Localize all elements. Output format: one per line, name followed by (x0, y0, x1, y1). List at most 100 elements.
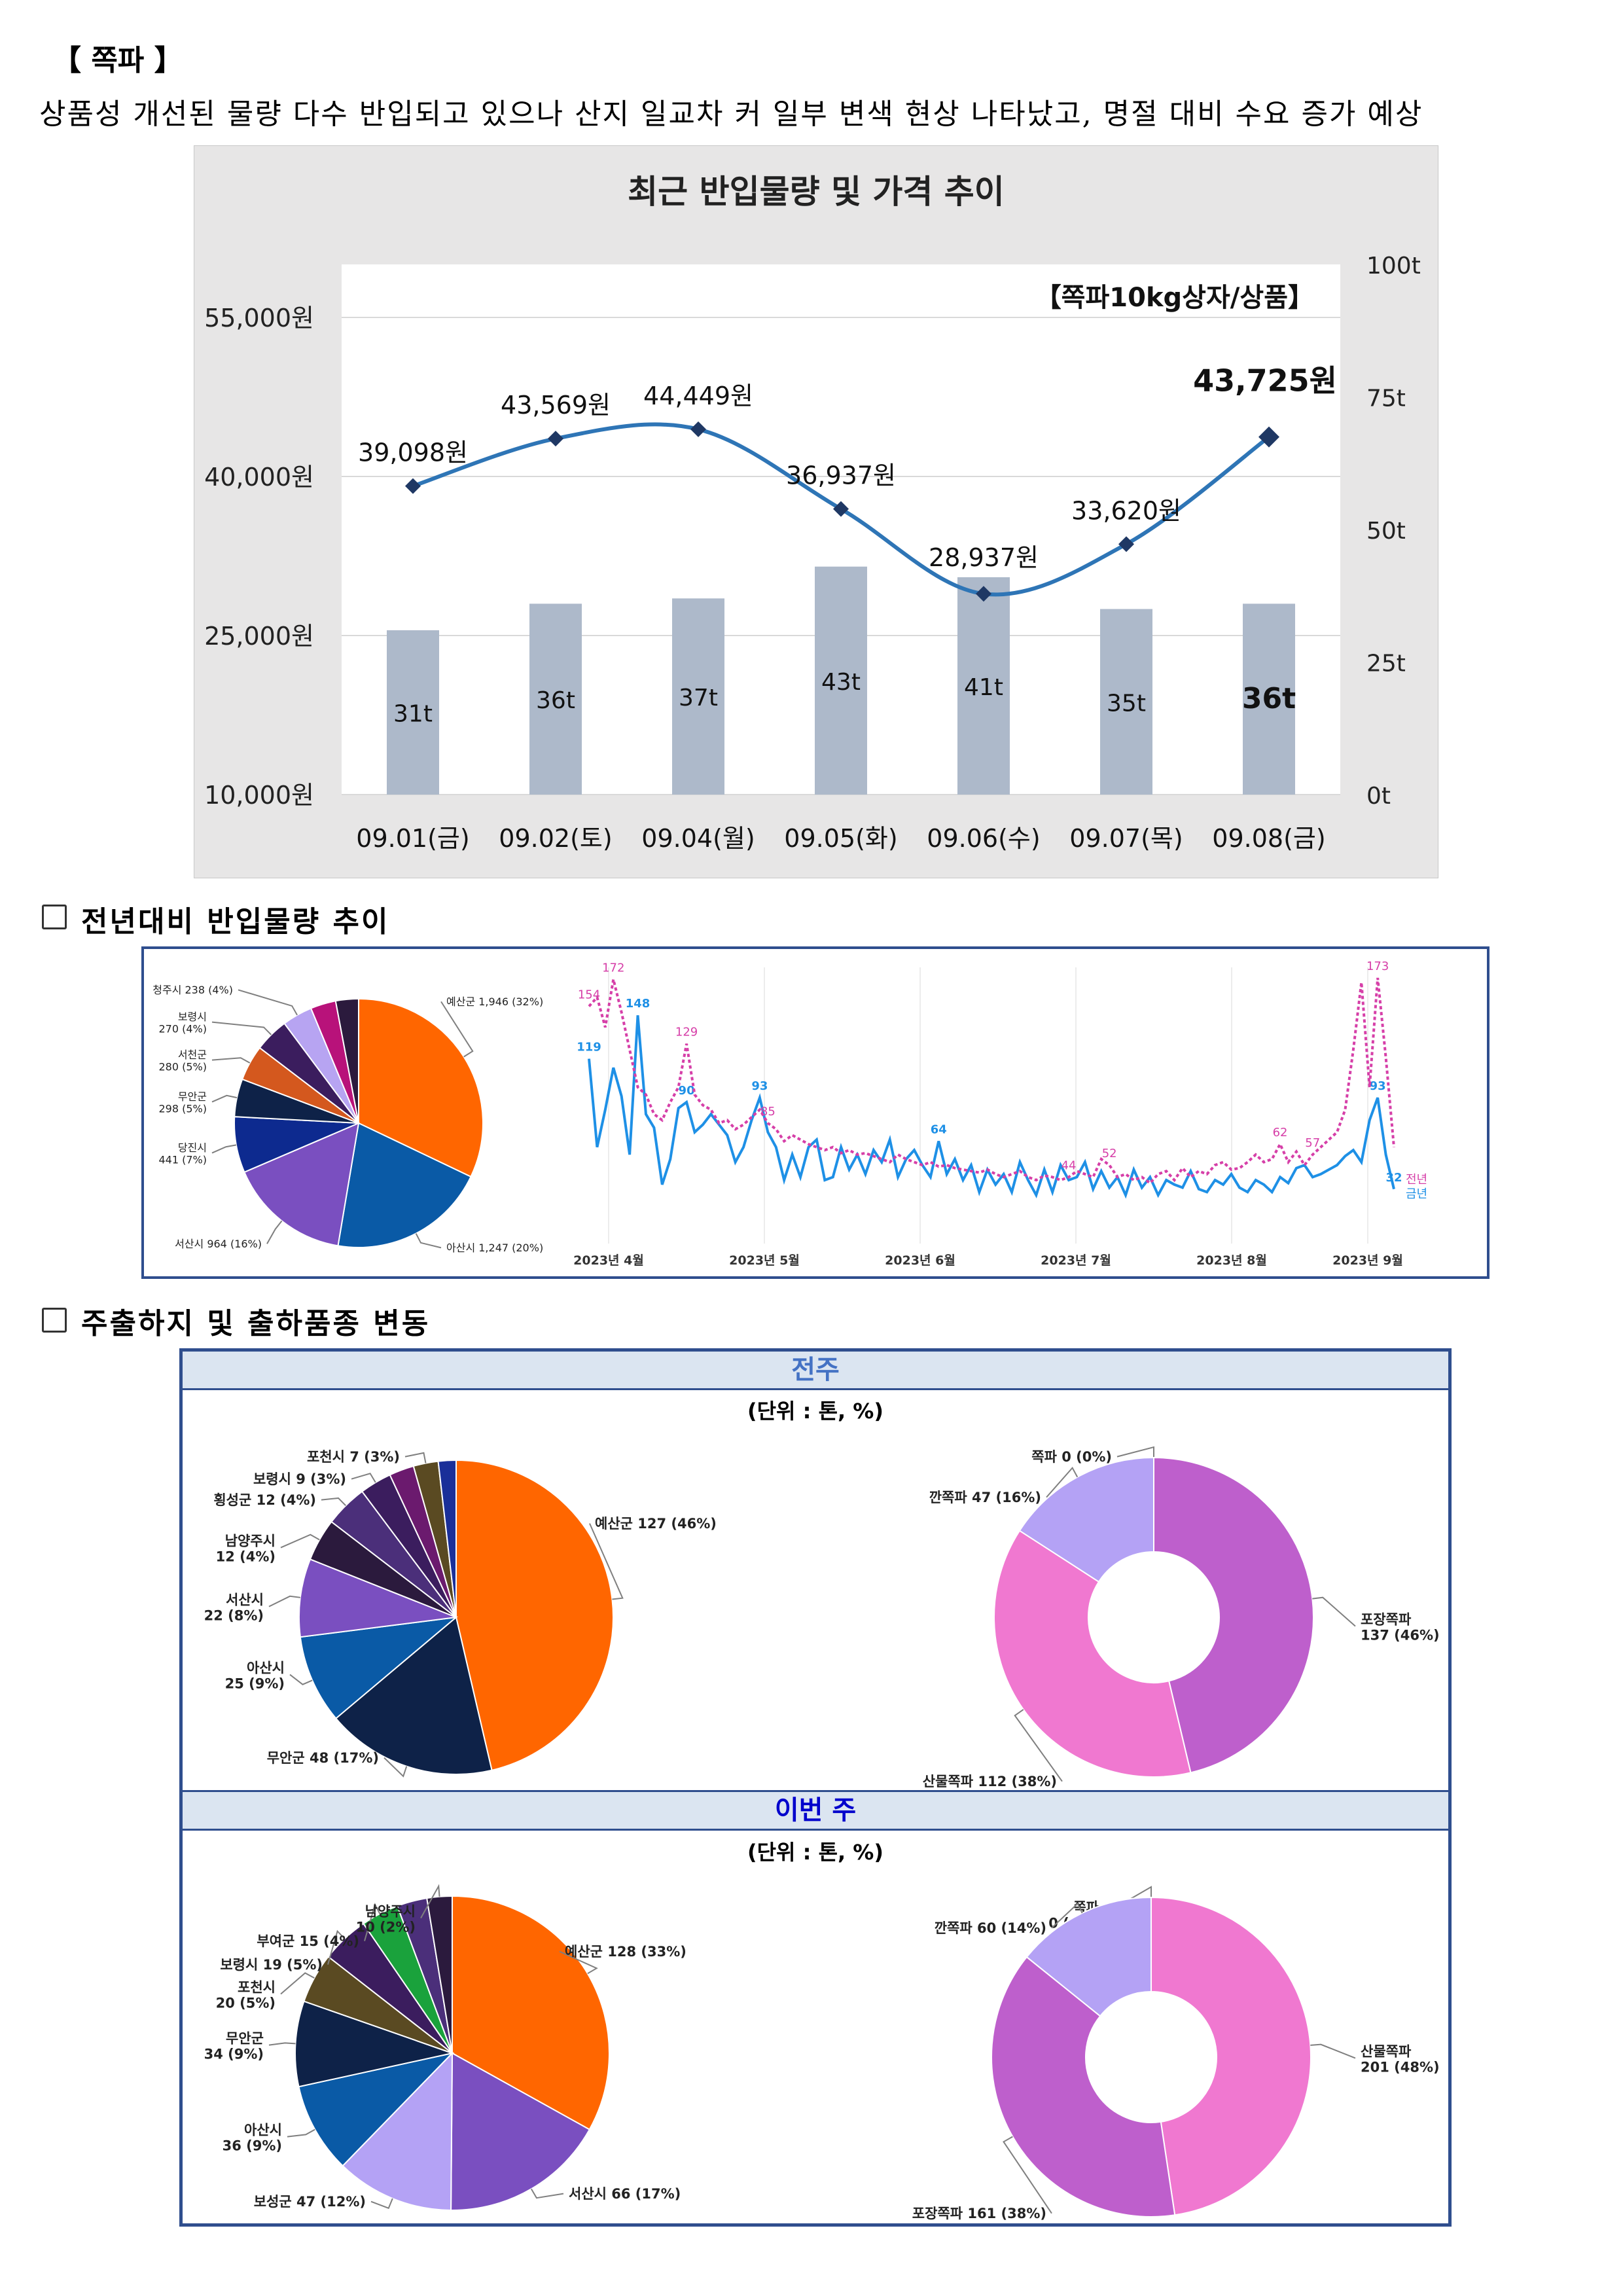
data-label: 52 (1102, 1147, 1117, 1160)
week-header-this: 이번 주 (183, 1790, 1448, 1831)
bar-value-label: 41t (964, 674, 1003, 701)
origin-share-pie: 예산군 1,946 (32%) 아산시 1,247 (20%) 서산시 964 (1… (152, 984, 543, 1254)
slice-label: 포장쪽파 161 (38%) (912, 2206, 1046, 2221)
pie-slice (1150, 1896, 1311, 2216)
x-tick-label: 2023년 7월 (1041, 1253, 1111, 1268)
pie-slice (455, 1459, 614, 1771)
y-right-tick-label: 0t (1366, 783, 1391, 810)
data-label: 129 (675, 1026, 698, 1039)
pie-slice (334, 997, 359, 1124)
price-label: 43,569원 (501, 391, 611, 420)
x-tick-label: 09.01(금) (356, 824, 469, 853)
leader-line (370, 2198, 393, 2210)
data-label: 172 (602, 961, 624, 975)
week-label-this: 이번 주 (774, 1795, 857, 1825)
leader-line (1051, 1902, 1083, 1929)
pie-slice (1018, 1456, 1154, 1583)
leader-line (351, 1473, 376, 1483)
slice-label: 서산시 22 (8%) (204, 1592, 264, 1623)
data-label: 148 (626, 997, 651, 1011)
slice-label: 깐쪽파 47 (16%) (929, 1490, 1041, 1505)
slice-label: 무안군 298 (5%) (159, 1090, 207, 1115)
pie-slice (243, 1122, 360, 1247)
pie-slice (437, 1459, 457, 1618)
pie-slice (334, 1616, 493, 1775)
slice-label: 보성군 47 (12%) (254, 2194, 366, 2210)
bar-value-label: 35t (1107, 690, 1146, 717)
yoy-volume-line-chart: 2023년 4월 2023년 5월 2023년 6월 2023년 7월 2023년 8월… (573, 960, 1427, 1268)
price-volume-chart: 최근 반입물량 및 가격 추이 10,000원 25,000원 40,000원 55,0… (193, 145, 1439, 879)
leader-line (1310, 2043, 1356, 2059)
bar (815, 566, 867, 795)
unit-label: (단위 : 톤, %) (747, 1399, 883, 1424)
leader-line (415, 1233, 442, 1249)
leader-line (1003, 2136, 1052, 2214)
chart-subtitle: 【쪽파10kg상자/상품】 (1035, 283, 1314, 313)
bar-value-label: 31t (393, 700, 433, 727)
pie-slice (1026, 1896, 1152, 2017)
y-right-tick-label: 75t (1366, 386, 1406, 412)
section-heading-yoy: 전년대비 반입물량 추이 (81, 905, 390, 939)
pie-slice (452, 1895, 610, 2130)
chart-title: 최근 반입물량 및 가격 추이 (628, 173, 1005, 211)
slice-label: 예산군 128 (33%) (565, 1944, 687, 1960)
unit-label: (단위 : 톤, %) (747, 1840, 883, 1865)
leader-line (404, 1452, 427, 1463)
bar (1100, 609, 1152, 795)
pie-slice (294, 2000, 455, 2088)
leader-line (289, 1674, 313, 1685)
price-label: 28,937원 (929, 543, 1039, 572)
slice-label: 아산시 25 (9%) (225, 1660, 285, 1691)
pie-slice (299, 1616, 459, 1719)
slice-label: 청주시 238 (4%) (152, 984, 233, 996)
leader-line (383, 1757, 408, 1778)
slice-label: 남양주시 10 (2%) (356, 1903, 416, 1935)
y-right-tick-label: 25t (1366, 651, 1406, 677)
bar (387, 630, 439, 795)
leader-line (440, 1001, 474, 1058)
price-marker (833, 501, 849, 517)
slice-label: 무안군 34 (9%) (204, 2030, 264, 2062)
data-label: 90 (679, 1084, 695, 1098)
leader-line (589, 1523, 624, 1600)
slice-label: 아산시 36 (9%) (223, 2122, 282, 2153)
data-label: 85 (760, 1105, 776, 1119)
prev-week-variety-donut: 쪽파 0 (0%) 포장쪽파 137 (46%) 산물쪽파 112 (38%) 깐쪽파 … (923, 1446, 1439, 1789)
slice-label: 서산시 66 (17%) (569, 2186, 681, 2202)
slice-label: 당진시 441 (7%) (159, 1141, 207, 1166)
y-right-tick-label: 100t (1366, 253, 1421, 279)
price-label: 44,449원 (643, 382, 753, 410)
x-tick-label: 09.02(토) (499, 824, 612, 853)
price-label: 39,098원 (358, 439, 468, 467)
bar (957, 577, 1010, 795)
y-left-tick-label: 55,000원 (204, 304, 314, 332)
price-label: 33,620원 (1071, 496, 1181, 525)
leader-line (1312, 1596, 1356, 1627)
leader-line (364, 1903, 381, 1941)
x-tick-label: 09.06(수) (927, 824, 1040, 853)
leader-line (280, 1534, 320, 1549)
slice-label: 보령시 9 (3%) (253, 1471, 346, 1487)
data-label: 44 (1061, 1158, 1077, 1172)
data-label: 57 (1305, 1136, 1320, 1150)
leader-line (211, 1144, 237, 1154)
slice-label: 아산시 1,247 (20%) (446, 1242, 543, 1254)
leader-line (238, 989, 298, 1016)
leader-line (268, 1595, 301, 1607)
x-tick-label: 09.08(금) (1212, 824, 1325, 853)
pie-slice (337, 1122, 472, 1248)
data-label: 173 (1366, 960, 1389, 973)
last-year-line (588, 977, 1395, 1185)
data-label: 62 (1273, 1126, 1288, 1139)
slice-label: 깐쪽파 60 (14%) (935, 1920, 1046, 1936)
pie-slice (298, 2052, 455, 2167)
price-marker (1258, 426, 1279, 448)
slice-label: 남양주시 12 (4%) (216, 1533, 276, 1564)
bar-value-label: 36t (1242, 682, 1296, 715)
y-left-tick-label: 25,000원 (204, 622, 314, 651)
slice-label: 포장쪽파 137 (46%) (1361, 1611, 1439, 1643)
pie-slice (991, 1956, 1176, 2217)
price-marker (976, 586, 991, 602)
slice-label: 횡성군 12 (4%) (213, 1492, 316, 1508)
